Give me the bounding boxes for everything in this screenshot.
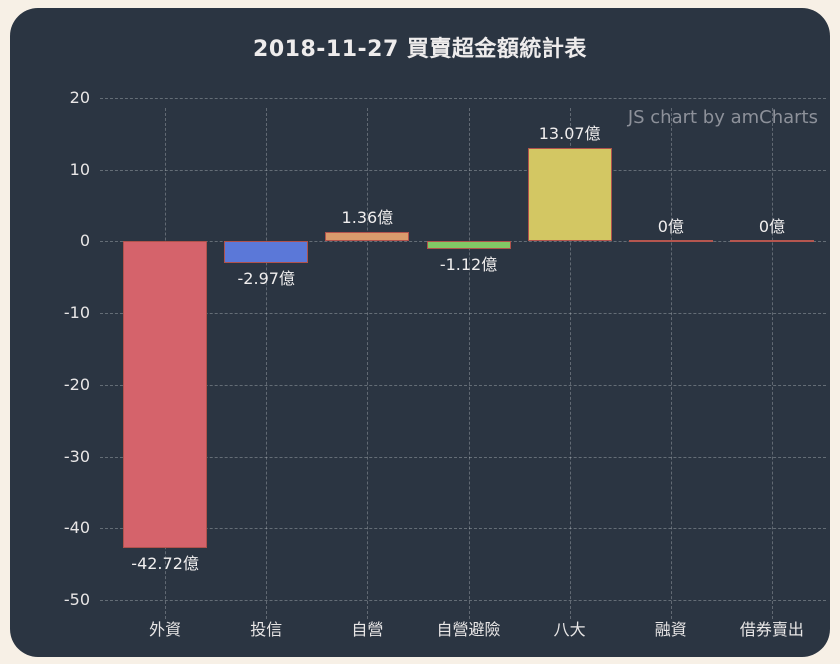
bar-value-label: -1.12億: [439, 255, 498, 275]
y-axis-label: 20: [69, 88, 90, 107]
v-gridline: [670, 108, 672, 619]
x-axis-label: 融資: [654, 620, 687, 639]
v-gridline: [266, 108, 268, 619]
chart-panel: 20 10 0 -10 -20 -30 -40 -50 外資 -42.72億投信 -2.97億自營 1…: [10, 8, 830, 657]
x-axis-label: 八大: [553, 620, 586, 639]
bar-value-label: 0億: [657, 217, 684, 237]
x-axis-label: 借券賣出: [739, 620, 804, 639]
v-gridline: [367, 108, 369, 619]
y-axis-label: -30: [63, 446, 90, 466]
h-gridline: [100, 313, 826, 315]
h-gridline: [100, 528, 826, 530]
h-gridline: [100, 600, 826, 601]
x-axis-label: 自營: [351, 620, 384, 639]
bar-value-label: -2.97億: [237, 268, 295, 288]
x-axis-label: 外資: [149, 620, 182, 639]
x-axis-label: 自營避險: [436, 620, 501, 639]
zero-bar-5[interactable]: [628, 240, 713, 243]
bar-value-label: 1.36億: [341, 207, 394, 227]
v-gridline: [771, 108, 773, 619]
x-axis-label: 投信: [250, 620, 283, 639]
bar-3[interactable]: [426, 241, 511, 250]
h-gridline: [100, 456, 826, 458]
h-gridline: [100, 98, 826, 99]
y-axis-label: -50: [63, 590, 90, 609]
amcharts-watermark-link[interactable]: JS chart by amCharts: [627, 107, 818, 128]
y-axis-label: -40: [63, 518, 90, 538]
bar-2[interactable]: [325, 231, 410, 242]
v-gridline: [569, 108, 571, 619]
bar-4[interactable]: [527, 147, 612, 242]
bar-value-label: -42.72億: [131, 553, 199, 573]
zero-bar-6[interactable]: [729, 240, 814, 243]
bar-0[interactable]: [123, 241, 208, 548]
h-gridline: [100, 169, 826, 171]
h-gridline: [100, 384, 826, 386]
y-axis-label: -20: [63, 374, 90, 394]
bar-value-label: 0億: [758, 217, 786, 237]
bar-1[interactable]: [224, 241, 309, 263]
bar-value-label: 13.07億: [538, 123, 601, 143]
v-gridline: [468, 108, 470, 619]
y-axis-label: -10: [63, 303, 90, 323]
y-axis-label: 0: [79, 231, 90, 251]
chart-title: 2018-11-27 買賣超金額統計表: [253, 37, 587, 62]
y-axis-label: 10: [69, 159, 90, 179]
